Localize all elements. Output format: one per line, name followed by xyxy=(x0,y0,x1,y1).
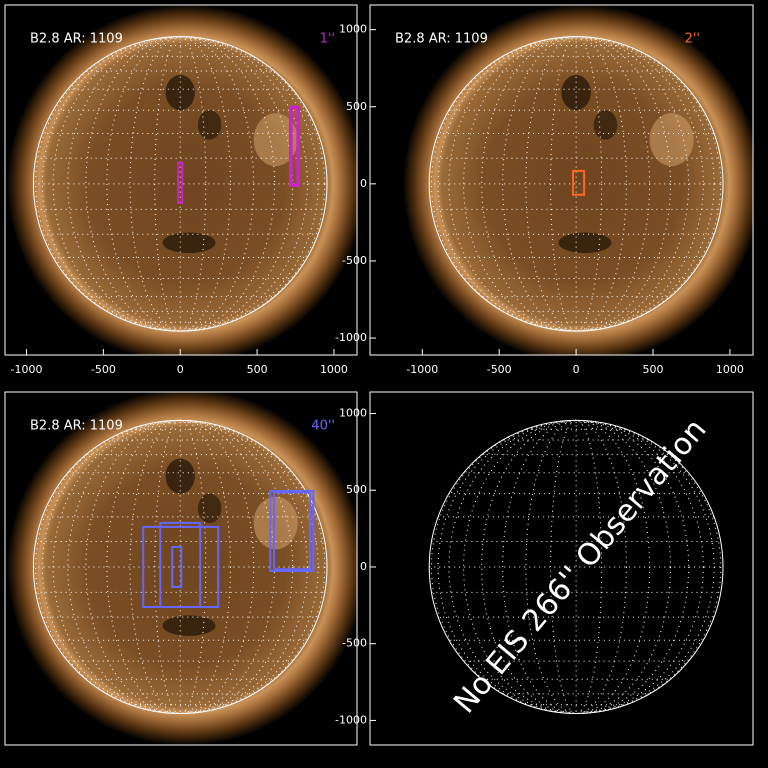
eis-raster-box xyxy=(269,489,315,572)
panel-title: B2.8 AR: 1109 xyxy=(30,32,123,47)
eis-raster-box xyxy=(290,107,299,186)
solar-limb xyxy=(428,419,724,715)
y-tick-label: -500 xyxy=(342,254,367,267)
eis-raster-box xyxy=(177,161,184,204)
grid-longitude xyxy=(67,419,294,715)
grid-longitude xyxy=(430,36,722,332)
grid-longitude xyxy=(106,36,255,332)
eis-raster-box xyxy=(288,105,301,187)
grid-longitude xyxy=(41,36,319,332)
x-tick-label: -1000 xyxy=(406,363,438,376)
grid-longitude xyxy=(550,419,603,715)
y-tick-label: 0 xyxy=(360,560,367,573)
bright-region xyxy=(253,113,298,167)
grid-longitude xyxy=(525,419,627,715)
eis-raster-box xyxy=(159,521,202,609)
grid-longitude xyxy=(437,36,715,332)
y-tick-label: 0 xyxy=(360,177,367,190)
slit-label: 40'' xyxy=(311,419,335,434)
solar-limb xyxy=(428,36,724,332)
dark-region xyxy=(162,232,216,254)
solar-limb xyxy=(32,36,328,332)
grid-longitude xyxy=(550,36,603,332)
panel: -1000 -500 0 500 1000 B2.8 AR: 1109 1'' xyxy=(4,4,358,376)
x-tick-label: 1000 xyxy=(320,363,348,376)
panel-title: B2.8 AR: 1109 xyxy=(30,419,123,434)
dark-region xyxy=(197,493,222,523)
slit-label: 1'' xyxy=(320,32,335,47)
eis-raster-box xyxy=(171,546,183,588)
x-tick-label: 0 xyxy=(573,363,580,376)
y-tick-label: -1000 xyxy=(335,713,367,726)
plot-area xyxy=(7,5,357,355)
x-tick-label: -500 xyxy=(487,363,512,376)
panel: B2.8 AR: 1109 40'' xyxy=(4,391,358,746)
eis-raster-box xyxy=(572,169,586,196)
frame xyxy=(4,391,358,746)
dark-region xyxy=(558,232,612,254)
grid-longitude xyxy=(154,419,207,715)
eis-raster-box xyxy=(272,491,312,571)
bright-region xyxy=(253,496,298,550)
frame xyxy=(369,391,754,746)
dark-region xyxy=(197,110,222,140)
plot-area xyxy=(402,5,753,355)
slit-label: 2'' xyxy=(685,32,700,47)
y-tick-label: 500 xyxy=(346,483,367,496)
frame xyxy=(4,4,358,356)
grid-longitude xyxy=(502,419,651,715)
x-tick-label: 500 xyxy=(643,363,664,376)
grid-longitude xyxy=(502,36,651,332)
dark-region xyxy=(162,615,216,636)
grid-longitude xyxy=(106,419,255,715)
sun-corona xyxy=(402,5,753,355)
x-tick-label: 500 xyxy=(247,363,268,376)
grid-longitude xyxy=(463,419,690,715)
plot-area xyxy=(428,419,724,715)
solar-limb xyxy=(32,419,328,715)
x-tick-label: 0 xyxy=(177,363,184,376)
y-tick-label: -1000 xyxy=(335,331,367,344)
grid-longitude xyxy=(35,36,326,332)
grid-longitude xyxy=(154,36,207,332)
y-tick-label: 1000 xyxy=(339,406,367,419)
sun-corona xyxy=(7,392,357,745)
grid-longitude xyxy=(129,419,231,715)
sun-corona xyxy=(7,5,357,355)
frame xyxy=(369,4,754,356)
y-tick-label: 1000 xyxy=(339,23,367,36)
y-tick-label: 500 xyxy=(346,100,367,113)
dark-region xyxy=(593,110,618,140)
panel: -1000 -500 0 500 1000 -1000 -500 0 500 1000 B2.8 A… xyxy=(335,4,754,376)
plot-area xyxy=(7,392,357,745)
grid-longitude xyxy=(463,36,690,332)
x-tick-label: -1000 xyxy=(11,363,43,376)
panel-title: B2.8 AR: 1109 xyxy=(395,32,488,47)
y-tick-label: -500 xyxy=(342,637,367,650)
bright-region xyxy=(649,113,694,167)
x-tick-label: 1000 xyxy=(716,363,744,376)
grid-longitude xyxy=(481,419,672,715)
x-tick-label: -500 xyxy=(91,363,116,376)
